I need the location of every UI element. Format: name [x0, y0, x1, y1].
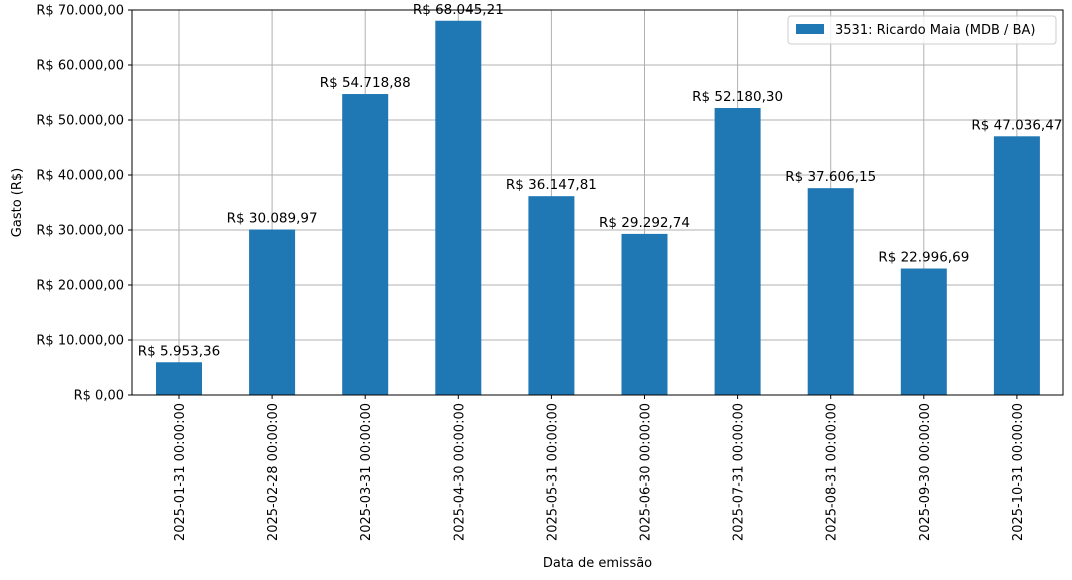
bar-value-labels: R$ 5.953,36R$ 30.089,97R$ 54.718,88R$ 68… — [138, 2, 1063, 360]
bar — [900, 268, 947, 395]
plot-frame — [131, 9, 1064, 396]
x-axis-label: Data de emissão — [543, 556, 652, 571]
bar-value-label: R$ 52.180,30 — [692, 89, 783, 105]
bar-value-label: R$ 47.036,47 — [971, 117, 1062, 133]
y-axis-label: Gasto (R$) — [10, 168, 25, 237]
y-tick-label: R$ 10.000,00 — [36, 334, 124, 349]
bar — [435, 20, 482, 396]
legend-label: 3531: Ricardo Maia (MDB / BA) — [835, 23, 1035, 38]
bar-value-label: R$ 54.718,88 — [320, 75, 411, 91]
x-tick-label: 2025-04-30 00:00:00 — [452, 403, 467, 541]
y-tick-label: R$ 70.000,00 — [36, 4, 124, 19]
bar-value-label: R$ 36.147,81 — [506, 177, 597, 193]
bar — [807, 188, 854, 395]
y-tick-label: R$ 20.000,00 — [36, 279, 124, 294]
bar-value-label: R$ 5.953,36 — [138, 343, 220, 359]
legend: 3531: Ricardo Maia (MDB / BA) — [787, 15, 1057, 45]
y-tick-label: R$ 40.000,00 — [36, 169, 124, 184]
bar-value-label: R$ 29.292,74 — [599, 215, 690, 231]
bar-value-label: R$ 22.996,69 — [878, 250, 969, 266]
bar — [342, 94, 389, 396]
x-tick-label: 2025-08-31 00:00:00 — [825, 403, 840, 541]
y-tick-label: R$ 0,00 — [74, 389, 124, 404]
x-axis-ticks: 2025-01-31 00:00:00 2025-02-28 00:00:00 20… — [173, 395, 1026, 541]
x-tick-label: 2025-10-31 00:00:00 — [1011, 403, 1026, 541]
bar — [156, 362, 202, 395]
bar — [249, 229, 296, 395]
y-tick-label: R$ 50.000,00 — [36, 114, 124, 129]
bar-value-label: R$ 37.606,15 — [785, 169, 876, 185]
y-tick-label: R$ 60.000,00 — [36, 59, 124, 74]
bar — [528, 196, 575, 395]
legend-swatch — [796, 24, 824, 34]
x-tick-label: 2025-05-31 00:00:00 — [545, 403, 560, 541]
x-tick-label: 2025-06-30 00:00:00 — [639, 403, 654, 541]
legend-box — [787, 15, 1057, 45]
x-tick-label: 2025-07-31 00:00:00 — [732, 403, 747, 541]
bar — [714, 108, 761, 395]
y-tick-label: R$ 30.000,00 — [36, 224, 124, 239]
x-tick-label: 2025-09-30 00:00:00 — [918, 403, 933, 541]
x-tick-label: 2025-01-31 00:00:00 — [173, 403, 188, 541]
y-axis-ticks: R$ 0,00 R$ 10.000,00 R$ 20.000,00 R$ 30.000… — [36, 4, 132, 404]
bar-value-label: R$ 30.089,97 — [227, 211, 318, 227]
bar — [993, 136, 1040, 395]
x-tick-label: 2025-03-31 00:00:00 — [359, 403, 374, 541]
bar — [621, 233, 668, 395]
x-tick-label: 2025-02-28 00:00:00 — [266, 403, 281, 541]
bars — [156, 20, 1040, 396]
